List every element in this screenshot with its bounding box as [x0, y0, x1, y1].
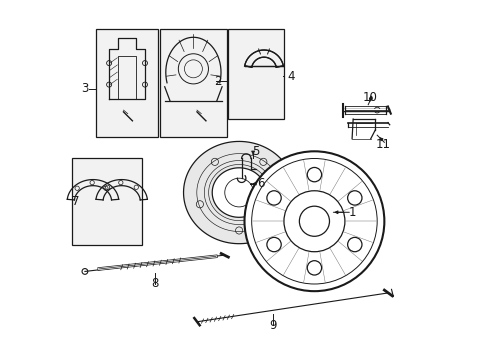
Polygon shape [183, 141, 293, 244]
Text: 11: 11 [375, 138, 389, 150]
Circle shape [244, 151, 384, 291]
Text: 5: 5 [251, 145, 259, 158]
Text: 3: 3 [81, 82, 88, 95]
Bar [228, 30, 284, 119]
Text: 1: 1 [348, 206, 355, 219]
Bar [160, 30, 226, 137]
Text: 8: 8 [151, 278, 158, 291]
Text: 6: 6 [257, 177, 264, 190]
Text: 2: 2 [214, 75, 221, 88]
Text: 7: 7 [72, 195, 79, 208]
Bar [96, 30, 158, 137]
Text: 10: 10 [362, 91, 377, 104]
Text: 4: 4 [287, 69, 294, 82]
Bar [72, 158, 142, 244]
Text: 9: 9 [269, 319, 277, 332]
